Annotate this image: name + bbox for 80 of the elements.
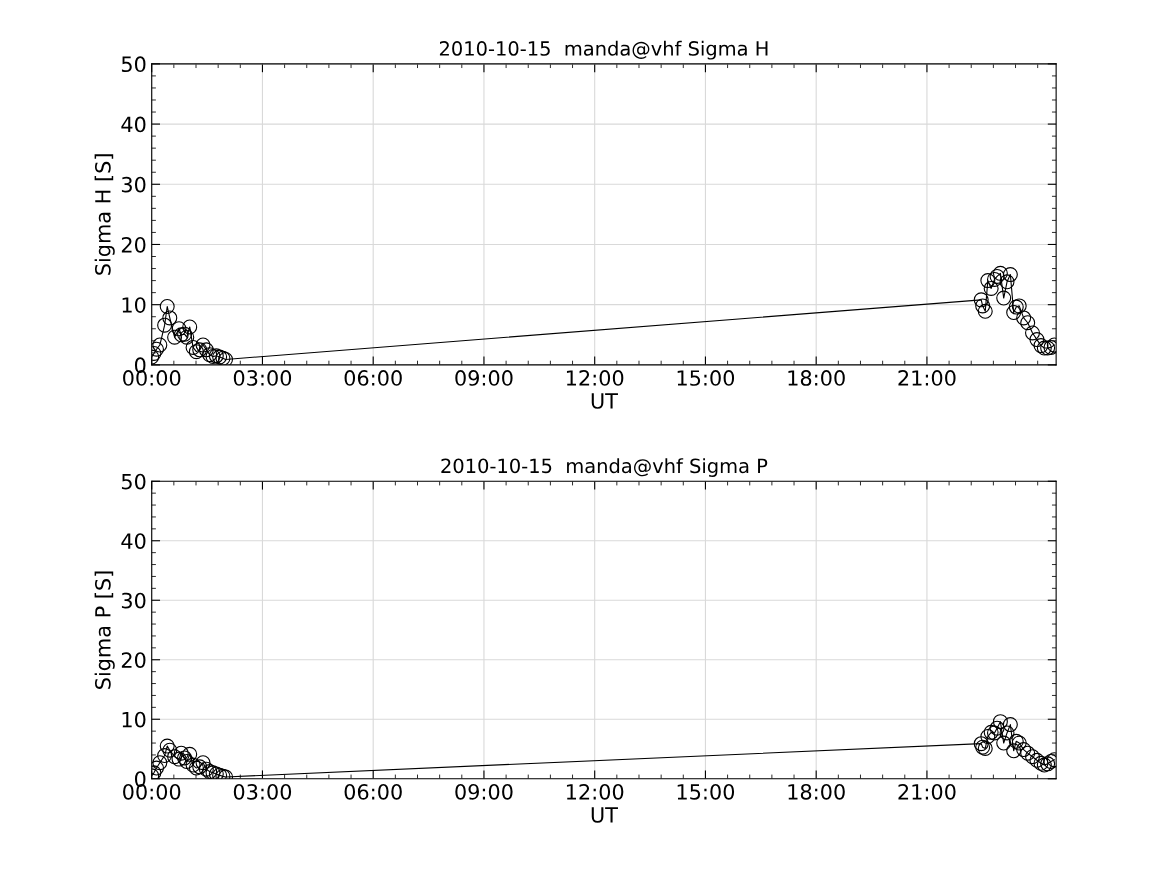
point <box>980 273 996 289</box>
point <box>188 344 204 360</box>
point <box>996 290 1012 306</box>
point <box>980 729 996 745</box>
y-tick-label: 10 <box>122 297 146 313</box>
x-tick-label: 03:00 <box>233 370 292 386</box>
point <box>157 317 173 333</box>
y-axis-title: Sigma P [S] <box>94 571 115 689</box>
point <box>1006 743 1022 759</box>
y-tick-label: 10 <box>122 711 146 728</box>
x-tick-label: 06:00 <box>344 783 402 800</box>
point <box>195 337 211 353</box>
point <box>185 339 201 355</box>
y-tick-label: 50 <box>121 56 146 73</box>
x-tick-label: 09:00 <box>455 783 513 800</box>
x-tick-label: 21:00 <box>898 783 956 800</box>
x-tick-label: 12:00 <box>566 370 624 386</box>
x-axis-title: UT <box>591 807 618 823</box>
x-tick-label: 06:00 <box>344 370 402 386</box>
point <box>1025 749 1041 765</box>
y-tick-label: 20 <box>121 236 146 253</box>
y-axis-title: Sigma H [S] <box>94 154 115 275</box>
point <box>1020 745 1036 761</box>
x-tick-label: 09:00 <box>455 370 513 386</box>
point <box>1029 332 1045 348</box>
point <box>989 720 1005 736</box>
point <box>975 298 991 314</box>
point <box>151 341 165 357</box>
point <box>171 751 187 767</box>
point <box>1016 742 1032 758</box>
point <box>192 342 208 358</box>
point <box>151 760 165 776</box>
point <box>1002 267 1018 283</box>
point <box>999 274 1015 290</box>
point <box>1020 315 1036 331</box>
point <box>159 298 175 314</box>
point <box>999 725 1015 741</box>
point <box>973 292 989 308</box>
y-tick-label: 50 <box>121 473 146 490</box>
point <box>1002 717 1018 733</box>
point <box>182 319 198 335</box>
point <box>996 735 1012 751</box>
point <box>159 738 175 754</box>
chart-title: 2010-10-15 manda@vhf Sigma P <box>441 458 768 477</box>
point <box>173 745 189 761</box>
point <box>195 755 211 771</box>
chart-title: 2010-10-15 manda@vhf Sigma H <box>439 40 768 60</box>
point <box>992 714 1008 730</box>
point <box>171 321 187 337</box>
point <box>173 327 189 343</box>
point <box>152 755 168 771</box>
x-tick-label: 21:00 <box>898 370 956 386</box>
point <box>162 310 178 326</box>
y-tick-label: 30 <box>121 592 146 609</box>
point <box>977 303 993 319</box>
y-tick-label: 20 <box>121 652 146 668</box>
point <box>1016 310 1032 326</box>
point <box>152 337 168 353</box>
point <box>167 749 183 765</box>
x-axis-title: UT <box>591 393 618 409</box>
point <box>167 329 183 345</box>
x-tick-label: 03:00 <box>233 783 292 800</box>
point <box>192 759 208 775</box>
y-tick-label: 40 <box>121 533 146 549</box>
point <box>1006 305 1022 321</box>
point <box>983 280 999 296</box>
point <box>1029 752 1045 768</box>
x-tick-label: 12:00 <box>566 783 624 800</box>
x-tick-label: 18:00 <box>788 783 845 800</box>
x-tick-label: 15:00 <box>677 370 735 386</box>
point <box>157 748 173 764</box>
x-tick-label: 18:00 <box>788 370 845 386</box>
x-tick-label: 15:00 <box>677 783 735 800</box>
point <box>1025 325 1041 341</box>
point <box>198 761 214 777</box>
y-tick-label: 30 <box>121 176 146 193</box>
y-tick-label: 40 <box>121 116 146 133</box>
point <box>162 742 178 758</box>
point <box>198 342 214 358</box>
point <box>182 746 198 762</box>
